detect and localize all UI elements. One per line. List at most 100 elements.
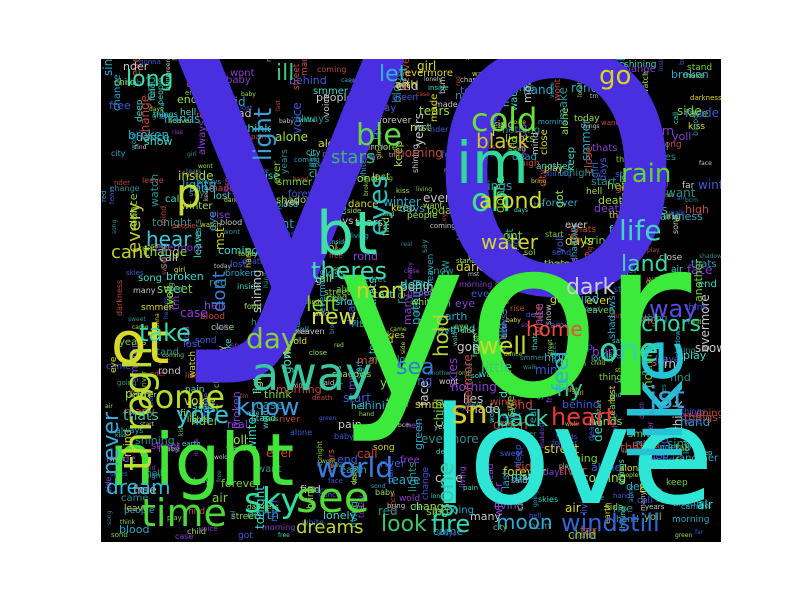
- filler-word: leave: [388, 473, 421, 487]
- word-yore: yore: [176, 401, 229, 429]
- filler-word: stand: [456, 257, 476, 265]
- filler-word: hell: [146, 469, 163, 479]
- filler-word: gonna: [330, 155, 356, 164]
- filler-word: close: [309, 169, 335, 180]
- filler-word: eye: [643, 456, 658, 465]
- filler-word: evermore: [405, 68, 454, 79]
- filler-word: bring: [592, 345, 624, 359]
- filler-word: voice: [184, 394, 216, 408]
- filler-word: mst: [410, 121, 431, 134]
- filler-word: lost: [183, 339, 202, 350]
- filler-word: thats: [573, 225, 596, 235]
- filler-word: high: [685, 203, 709, 216]
- filler-word: keep: [477, 229, 502, 240]
- word-man: man: [356, 279, 405, 304]
- filler-word: dance: [319, 491, 341, 499]
- word-hear: hear: [146, 227, 192, 251]
- filler-word: ever: [502, 411, 523, 421]
- filler-word: heaven: [168, 117, 194, 125]
- filler-word: hand: [523, 83, 554, 97]
- filler-word: change: [619, 64, 656, 75]
- word-time: time: [141, 491, 227, 535]
- filler-word: side: [515, 460, 540, 474]
- filler-word: rond: [688, 319, 702, 326]
- filler-word: behind: [289, 74, 327, 87]
- filler-word: close: [404, 268, 420, 275]
- filler-word: lights: [182, 178, 215, 192]
- filler-word: hand: [616, 515, 639, 525]
- filler-word: people: [419, 289, 443, 297]
- filler-word: bcm: [629, 215, 642, 222]
- word-one: one: [599, 331, 659, 369]
- filler-word: ever: [266, 446, 293, 460]
- filler-word: winter: [292, 382, 311, 389]
- filler-word: alone: [290, 428, 313, 437]
- filler-word: tears: [419, 104, 450, 118]
- filler-word: always: [336, 285, 367, 295]
- filler-word: free: [329, 252, 343, 260]
- filler-word: case: [341, 77, 355, 84]
- filler-word: keep: [391, 203, 416, 214]
- filler-word: side: [605, 503, 624, 513]
- filler-word: sond: [111, 531, 128, 539]
- filler-word: stand: [251, 414, 277, 424]
- filler-word: case: [256, 398, 284, 412]
- filler-word: air: [671, 265, 683, 275]
- word-hold: hold: [429, 313, 453, 357]
- filler-word: child: [624, 138, 646, 148]
- filler-word: got: [158, 357, 170, 365]
- filler-word: city: [111, 149, 126, 158]
- filler-word: case: [180, 306, 208, 320]
- filler-word: death: [312, 394, 333, 402]
- filler-word: start: [343, 391, 371, 405]
- filler-word: city: [493, 523, 508, 532]
- filler-word: rond: [139, 244, 158, 253]
- filler-word: sing: [667, 437, 692, 451]
- filler-word: forever: [459, 188, 485, 196]
- filler-word: lonely: [424, 76, 443, 83]
- filler-word: think: [264, 388, 292, 401]
- filler-word: voice: [586, 494, 605, 502]
- filler-word: many: [133, 286, 156, 295]
- filler-word: nder: [643, 451, 666, 462]
- filler-word: deep: [626, 480, 654, 493]
- word-light: light: [249, 107, 277, 161]
- filler-word: keep: [640, 143, 662, 153]
- filler-word: free: [278, 532, 290, 539]
- filler-word: pain: [490, 307, 508, 316]
- filler-word: green: [617, 214, 643, 224]
- filler-word: today: [460, 84, 492, 97]
- filler-word: hell: [586, 187, 603, 197]
- word-cant: cant: [111, 242, 151, 263]
- filler-word: think: [243, 122, 271, 135]
- filler-word: bring: [486, 118, 515, 131]
- filler-word: got: [230, 163, 247, 174]
- filler-word: hell: [204, 299, 224, 312]
- filler-word: red: [169, 285, 184, 295]
- word-night: night: [109, 418, 295, 502]
- filler-word: nder: [150, 370, 167, 378]
- filler-word: dead: [224, 107, 252, 120]
- filler-word: shining: [645, 211, 682, 222]
- filler-word: darkness: [456, 260, 511, 274]
- filler-word: river: [559, 464, 587, 478]
- filler-word: things: [684, 411, 719, 424]
- filler-word: nder: [659, 443, 680, 453]
- filler-word: tonight: [559, 168, 595, 179]
- filler-word: think: [120, 519, 136, 526]
- filler-word: eye: [455, 297, 476, 310]
- filler-word: face: [309, 162, 322, 169]
- filler-word: pain: [463, 484, 479, 492]
- filler-word: side: [347, 207, 362, 215]
- filler-word: sond: [392, 81, 409, 89]
- filler-word: real: [511, 382, 527, 391]
- filler-word: white: [129, 387, 151, 396]
- filler-word: lies: [358, 141, 370, 149]
- word-home: home: [526, 317, 583, 341]
- word-day: day: [246, 322, 298, 355]
- filler-word: lights: [507, 83, 535, 94]
- filler-word: got: [700, 502, 712, 510]
- filler-word: walk: [646, 275, 667, 285]
- filler-word: eye: [445, 531, 456, 538]
- filler-word: hell: [351, 402, 368, 412]
